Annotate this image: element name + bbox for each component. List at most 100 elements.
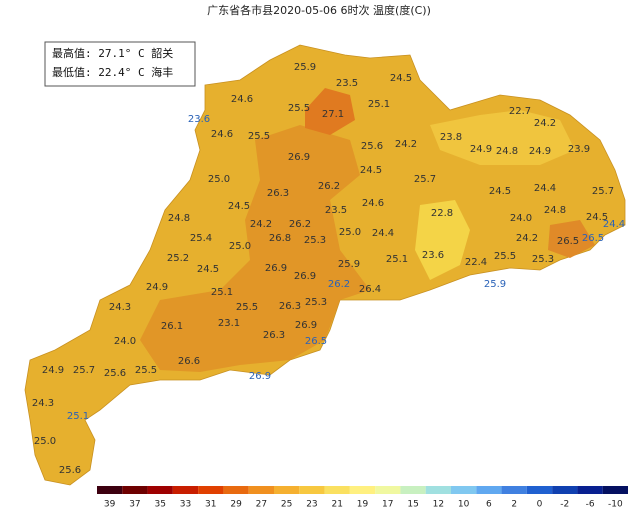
- colorbar-cell: [97, 486, 123, 494]
- colorbar-cell: [198, 486, 224, 494]
- station-value: 24.5: [390, 73, 412, 84]
- colorbar-label: -6: [586, 500, 595, 510]
- colorbar-label: 15: [407, 500, 418, 510]
- station-value: 25.6: [104, 368, 126, 379]
- station-value: 24.4: [603, 219, 625, 230]
- station-value: 23.6: [422, 250, 444, 261]
- station-value: 23.5: [325, 205, 347, 216]
- station-value: 26.2: [318, 181, 340, 192]
- colorbar-label: 21: [331, 500, 342, 510]
- station-value: 22.4: [465, 257, 487, 268]
- warm-zone: [548, 220, 595, 258]
- station-value: 25.9: [338, 259, 360, 270]
- warm-zone: [140, 125, 370, 372]
- station-value: 25.3: [305, 297, 327, 308]
- station-value: 26.6: [178, 356, 200, 367]
- colorbar-cell: [577, 486, 603, 494]
- station-value: 24.5: [586, 212, 608, 223]
- station-value: 26.1: [161, 321, 183, 332]
- colorbar-label: 33: [180, 500, 191, 510]
- station-value: 25.5: [248, 131, 270, 142]
- station-value: 26.2: [328, 279, 350, 290]
- colorbar-cell: [172, 486, 199, 494]
- colorbar-cell: [451, 486, 477, 494]
- colorbar-label: 25: [281, 500, 292, 510]
- colorbar-label: 37: [129, 500, 140, 510]
- colorbar-cell: [349, 486, 376, 494]
- station-value: 24.2: [516, 233, 538, 244]
- station-value: 24.3: [32, 398, 54, 409]
- station-value: 25.0: [229, 241, 251, 252]
- cool-zone: [430, 110, 575, 165]
- colorbar-label: 39: [104, 500, 116, 510]
- station-value: 24.4: [372, 228, 394, 239]
- hot-spot: [305, 88, 355, 135]
- station-value: 25.0: [339, 227, 361, 238]
- station-value: 26.9: [265, 263, 287, 274]
- station-value: 22.7: [509, 106, 531, 117]
- station-value: 26.5: [305, 336, 327, 347]
- station-value: 24.0: [510, 213, 532, 224]
- station-value: 24.6: [211, 129, 233, 140]
- station-value: 25.6: [59, 465, 81, 476]
- station-value: 25.3: [304, 235, 326, 246]
- station-value: 26.9: [295, 320, 317, 331]
- colorbar-label: 35: [154, 500, 165, 510]
- station-value: 24.4: [534, 183, 556, 194]
- colorbar-label: 23: [306, 500, 317, 510]
- station-value: 24.6: [362, 198, 384, 209]
- station-value: 24.9: [529, 146, 551, 157]
- colorbar-cell: [274, 486, 300, 494]
- station-value: 25.5: [236, 302, 258, 313]
- info-max: 最高值: 27.1° C 韶关: [52, 46, 173, 60]
- colorbar-label: 27: [256, 500, 267, 510]
- station-value: 25.1: [386, 254, 408, 265]
- colorbar-label: 0: [537, 500, 543, 510]
- station-value: 25.1: [67, 411, 89, 422]
- colorbar-cell: [299, 486, 325, 494]
- station-value: 25.7: [73, 365, 95, 376]
- station-value: 25.5: [135, 365, 157, 376]
- info-box: [44, 41, 196, 87]
- station-value: 27.1: [322, 109, 344, 120]
- station-value: 25.4: [190, 233, 212, 244]
- station-value: 25.3: [532, 254, 554, 265]
- station-value: 24.8: [168, 213, 190, 224]
- colorbar-cell: [552, 486, 578, 494]
- station-value: 25.5: [288, 103, 310, 114]
- station-value: 25.7: [592, 186, 614, 197]
- colorbar-cell: [400, 486, 426, 494]
- colorbar-label: 17: [382, 500, 393, 510]
- station-value: 24.2: [534, 118, 556, 129]
- station-value: 25.1: [368, 99, 390, 110]
- station-value: 26.5: [582, 233, 604, 244]
- station-value: 23.8: [440, 132, 462, 143]
- station-value: 24.2: [250, 219, 272, 230]
- station-value: 24.9: [470, 144, 492, 155]
- colorbar-label: 2: [511, 500, 517, 510]
- station-value: 24.8: [496, 146, 518, 157]
- station-value: 25.2: [167, 253, 189, 264]
- station-value: 26.9: [249, 371, 271, 382]
- station-value: 26.2: [289, 219, 311, 230]
- station-value: 24.9: [146, 282, 168, 293]
- colorbar-cell: [476, 486, 502, 494]
- colorbar-cell: [602, 486, 628, 494]
- title: 广东省各市县2020-05-06 6时次 温度(度(C)): [207, 3, 431, 17]
- station-value: 26.5: [557, 236, 579, 247]
- colorbar-cell: [526, 486, 553, 494]
- station-value: 24.0: [114, 336, 136, 347]
- station-value: 26.4: [359, 284, 381, 295]
- station-value: 26.9: [288, 152, 310, 163]
- station-value: 24.5: [228, 201, 250, 212]
- station-value: 22.8: [431, 208, 453, 219]
- station-value: 24.5: [489, 186, 511, 197]
- station-value: 23.9: [568, 144, 590, 155]
- station-value: 23.5: [336, 78, 358, 89]
- colorbar-cell: [425, 486, 451, 494]
- colorbar-cell: [248, 486, 274, 494]
- station-value: 25.0: [208, 174, 230, 185]
- station-value: 25.0: [34, 436, 56, 447]
- station-value: 24.3: [109, 302, 131, 313]
